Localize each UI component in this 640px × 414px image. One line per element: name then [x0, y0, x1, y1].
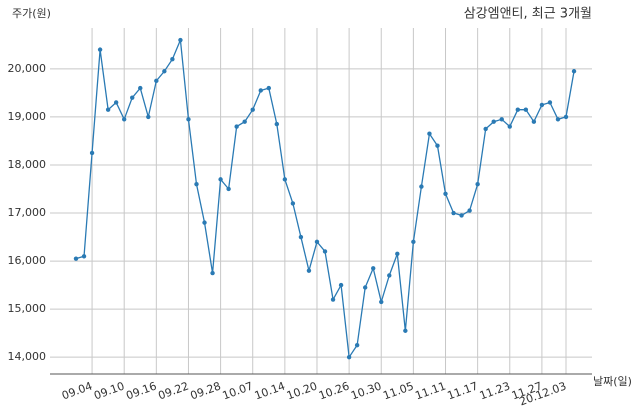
point: [475, 181, 480, 187]
point: [515, 107, 521, 112]
point: [250, 107, 255, 112]
point: [330, 297, 336, 302]
point: [210, 270, 215, 276]
point: [146, 114, 151, 120]
point: [451, 210, 456, 216]
point: [346, 354, 352, 360]
x-tick-label: 10.14: [253, 379, 287, 402]
point: [89, 150, 95, 156]
point: [354, 342, 360, 348]
y-tick-label: 14,000: [8, 350, 47, 363]
y-tick-label: 18,000: [8, 158, 47, 171]
point: [379, 299, 384, 305]
x-tick-label: 10.20: [285, 379, 319, 402]
point: [411, 239, 416, 245]
point: [507, 124, 512, 129]
point: [97, 47, 103, 52]
point: [306, 268, 312, 273]
x-tick-label: 10.26: [317, 379, 351, 402]
point: [274, 121, 280, 127]
point: [547, 100, 553, 105]
point: [491, 119, 496, 124]
x-axis-label: 날짜(일): [593, 374, 632, 388]
y-tick-label: 15,000: [8, 302, 47, 315]
point: [162, 69, 167, 74]
point: [290, 201, 296, 206]
point: [523, 107, 529, 112]
point: [563, 114, 569, 120]
point: [258, 88, 263, 93]
y-tick-label: 20,000: [8, 62, 47, 75]
x-tick-label: 11.17: [446, 379, 480, 402]
point: [395, 251, 400, 257]
y-tick-label: 19,000: [8, 110, 47, 123]
point: [105, 107, 111, 112]
point: [435, 143, 440, 148]
point: [121, 117, 127, 122]
point: [371, 266, 376, 271]
point: [403, 328, 408, 333]
x-tick-label: 09.28: [189, 379, 223, 402]
point: [266, 85, 271, 91]
point: [138, 85, 143, 91]
point: [499, 117, 504, 122]
point: [555, 117, 561, 122]
point: [467, 208, 472, 213]
point: [571, 69, 577, 74]
x-tick-label: 11.11: [414, 379, 448, 402]
x-tick-label: 10.30: [349, 379, 383, 402]
point: [194, 181, 199, 187]
point: [419, 184, 424, 189]
point: [459, 213, 464, 218]
x-tick-label: 09.22: [156, 379, 190, 402]
x-tick-label: 09.10: [92, 379, 126, 402]
chart-title: 삼강엠앤티, 최근 3개월: [464, 7, 592, 22]
point: [282, 177, 288, 182]
point: [427, 131, 432, 136]
point: [202, 220, 207, 225]
point: [81, 254, 87, 259]
point: [186, 117, 191, 122]
x-tick-label: 09.04: [60, 379, 94, 402]
point: [130, 95, 135, 100]
x-tick-label: 11.05: [381, 379, 415, 402]
point: [234, 124, 239, 129]
point: [154, 78, 159, 84]
point: [226, 186, 231, 192]
point: [218, 177, 223, 182]
point: [387, 273, 392, 278]
point: [322, 249, 328, 254]
x-tick-label: 09.16: [124, 379, 158, 402]
point: [170, 57, 175, 62]
y-tick-label: 16,000: [8, 254, 47, 267]
point: [443, 191, 448, 196]
point: [483, 126, 488, 132]
point: [73, 256, 79, 261]
point: [113, 100, 119, 105]
point: [338, 282, 344, 288]
x-tick-label: 11.23: [478, 379, 512, 402]
point: [242, 119, 247, 124]
y-tick-label: 17,000: [8, 206, 47, 219]
point: [362, 285, 368, 290]
y-axis-label: 주가(원): [12, 7, 51, 20]
x-tick-label: 10.07: [221, 379, 255, 402]
point: [539, 102, 545, 108]
point: [298, 234, 304, 240]
point: [531, 119, 537, 124]
point: [314, 239, 320, 245]
point: [178, 37, 183, 43]
